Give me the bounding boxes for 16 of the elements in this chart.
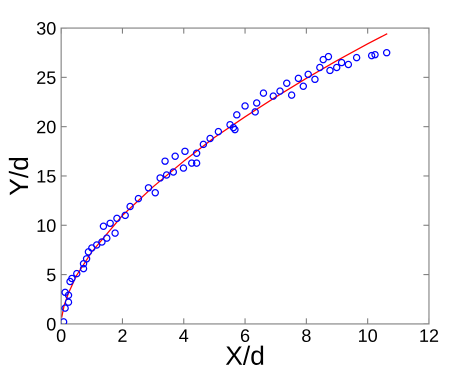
x-tick-label: 8 bbox=[302, 329, 311, 342]
x-tick-label: 12 bbox=[420, 329, 438, 342]
x-axis-title: X/d bbox=[226, 346, 264, 365]
y-tick-label: 0 bbox=[46, 318, 56, 331]
y-tick-label: 15 bbox=[38, 170, 56, 183]
x-tick-label: 0 bbox=[56, 329, 66, 342]
y-tick-label: 5 bbox=[46, 268, 56, 282]
x-tick-label: 10 bbox=[359, 329, 377, 342]
y-tick-label: 25 bbox=[37, 71, 56, 84]
x-tick-label: 4 bbox=[179, 329, 188, 342]
y-tick-label: 10 bbox=[38, 219, 56, 232]
x-tick-label: 6 bbox=[240, 329, 250, 342]
y-tick-label: 20 bbox=[37, 120, 56, 134]
y-axis-title: Y/d bbox=[8, 158, 28, 196]
y-tick-label: 30 bbox=[36, 22, 56, 35]
x-tick-label: 2 bbox=[118, 329, 127, 342]
